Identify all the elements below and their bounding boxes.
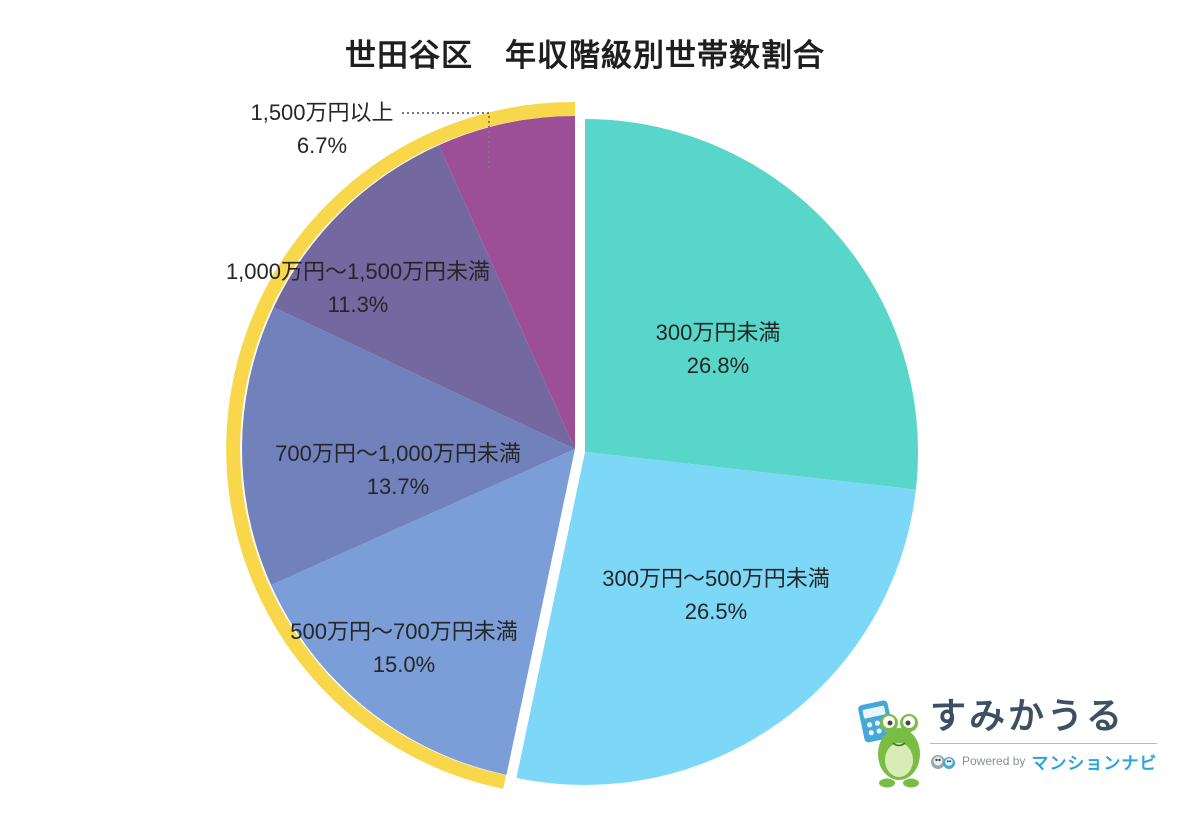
pie-slice-300-500 (516, 452, 916, 786)
brand-divider (930, 742, 1158, 744)
highlight-arc (226, 101, 576, 789)
brand-logo-text: すみかうる (930, 695, 1126, 736)
slice-label-1000-1500: 1,000万円〜1,500万円未満 11.3% (226, 255, 490, 321)
pie-slice-under-300 (585, 119, 918, 490)
slice-label-pct: 13.7% (366, 474, 430, 499)
slice-label-pct: 11.3% (327, 292, 389, 317)
leader-line (402, 112, 490, 171)
page-title: 世田谷区 年収階級別世帯数割合 (345, 38, 825, 73)
mascot-frog-icon (858, 700, 920, 788)
slice-label-under-300: 300万円未満 26.8% (656, 316, 781, 382)
powered-by-brand: マンションナビ (1031, 753, 1158, 773)
slice-label-300-500: 300万円〜500万円未満 26.5% (602, 562, 829, 628)
pie-slice-over-1500 (438, 116, 575, 449)
slice-label-text: 700万円〜1,000万円未満 (275, 441, 521, 466)
slice-label-text: 1,000万円〜1,500万円未満 (225, 259, 491, 284)
slice-label-pct: 6.7% (296, 133, 348, 158)
powered-by-label: Powered by (962, 754, 1026, 769)
pie-slice-1000-1500 (273, 145, 575, 449)
slice-label-700-1000: 700万円〜1,000万円未満 13.7% (275, 437, 521, 503)
slice-label-text: 1,500万円以上 (250, 100, 394, 125)
pie-slice-700-1000 (242, 307, 576, 585)
slice-label-pct: 15.0% (372, 652, 436, 677)
slice-label-text: 500万円〜700万円未満 (290, 619, 518, 644)
slice-label-pct: 26.5% (684, 599, 748, 624)
slice-label-text: 300万円〜500万円未満 (602, 566, 830, 591)
slice-label-over-1500: 1,500万円以上 6.7% (250, 96, 393, 162)
slice-label-text: 300万円未満 (655, 320, 781, 345)
slice-label-500-700: 500万円〜700万円未満 15.0% (290, 615, 517, 681)
pie-slice-500-700 (271, 449, 575, 775)
brand-block: すみかうる Powered by マンションナビ (858, 693, 1158, 789)
slice-label-pct: 26.8% (686, 353, 750, 378)
powered-by-mascot-icon (931, 755, 955, 770)
